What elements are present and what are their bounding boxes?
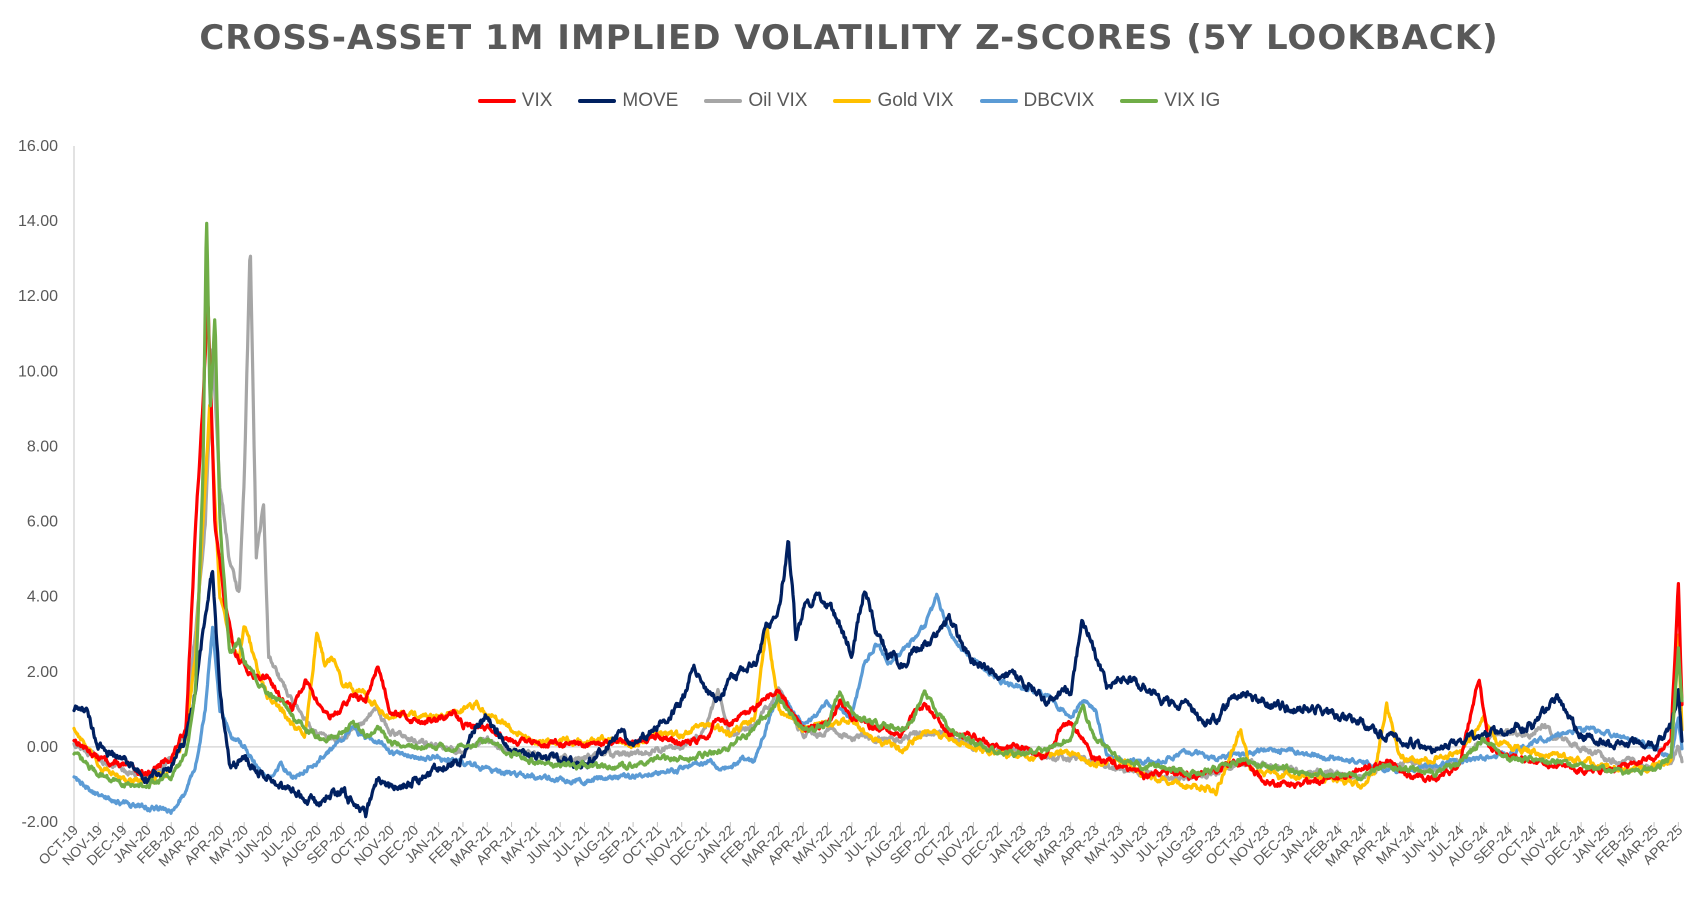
- legend-label-oil-vix: Oil VIX: [748, 90, 808, 111]
- legend-swatch-dbcvix: [979, 99, 1018, 103]
- series-lines: [72, 221, 1684, 819]
- legend-swatch-vix: [477, 99, 516, 103]
- y-tick-label: 0.00: [27, 739, 58, 756]
- y-tick-label: 16.00: [18, 138, 58, 155]
- series-line-move: [72, 540, 1684, 819]
- y-tick-label: -2.00: [22, 814, 59, 831]
- y-tick-label: 2.00: [27, 664, 58, 681]
- y-tick-label: 12.00: [18, 288, 58, 305]
- legend-item-gold-vix: Gold VIX: [833, 90, 954, 112]
- legend-label-move: MOVE: [622, 90, 679, 111]
- legend-item-oil-vix: Oil VIX: [704, 90, 807, 112]
- legend: VIX MOVE Oil VIX Gold VIX DBCVIX VIX IG: [0, 90, 1698, 112]
- legend-item-dbcvix: DBCVIX: [979, 90, 1095, 112]
- series-line-vix: [72, 300, 1684, 789]
- legend-item-vix-ig: VIX IG: [1120, 90, 1220, 112]
- series-line-gold-vix: [72, 403, 1684, 797]
- legend-swatch-vix-ig: [1120, 99, 1159, 103]
- chart-title: CROSS-ASSET 1M IMPLIED VOLATILITY Z-SCOR…: [199, 18, 1499, 58]
- axes: [73, 146, 1682, 822]
- x-tick-labels: OCT-19NOV-19DEC-19JAN-20FEB-20MAR-20APR-…: [35, 822, 1685, 870]
- legend-swatch-gold-vix: [833, 99, 872, 103]
- series-line-vix-ig: [72, 221, 1684, 790]
- legend-label-vix: VIX: [521, 90, 553, 111]
- legend-label-dbcvix: DBCVIX: [1023, 90, 1095, 111]
- series-line-dbcvix: [72, 592, 1684, 815]
- legend-item-move: MOVE: [578, 90, 678, 112]
- legend-swatch-oil-vix: [704, 99, 743, 103]
- legend-label-vix-ig: VIX IG: [1164, 90, 1221, 111]
- y-tick-labels: -2.00 0.00 2.00 4.00 6.00 8.00 10.00 12.00 14.00…: [18, 138, 58, 831]
- legend-swatch-move: [578, 99, 617, 103]
- y-tick-label: 14.00: [18, 213, 58, 230]
- y-tick-label: 6.00: [27, 514, 58, 531]
- y-tick-label: 10.00: [18, 363, 58, 380]
- y-tick-label: 4.00: [27, 589, 58, 606]
- y-tick-label: 8.00: [27, 438, 58, 455]
- legend-item-vix: VIX: [477, 90, 553, 112]
- legend-label-gold-vix: Gold VIX: [877, 90, 954, 111]
